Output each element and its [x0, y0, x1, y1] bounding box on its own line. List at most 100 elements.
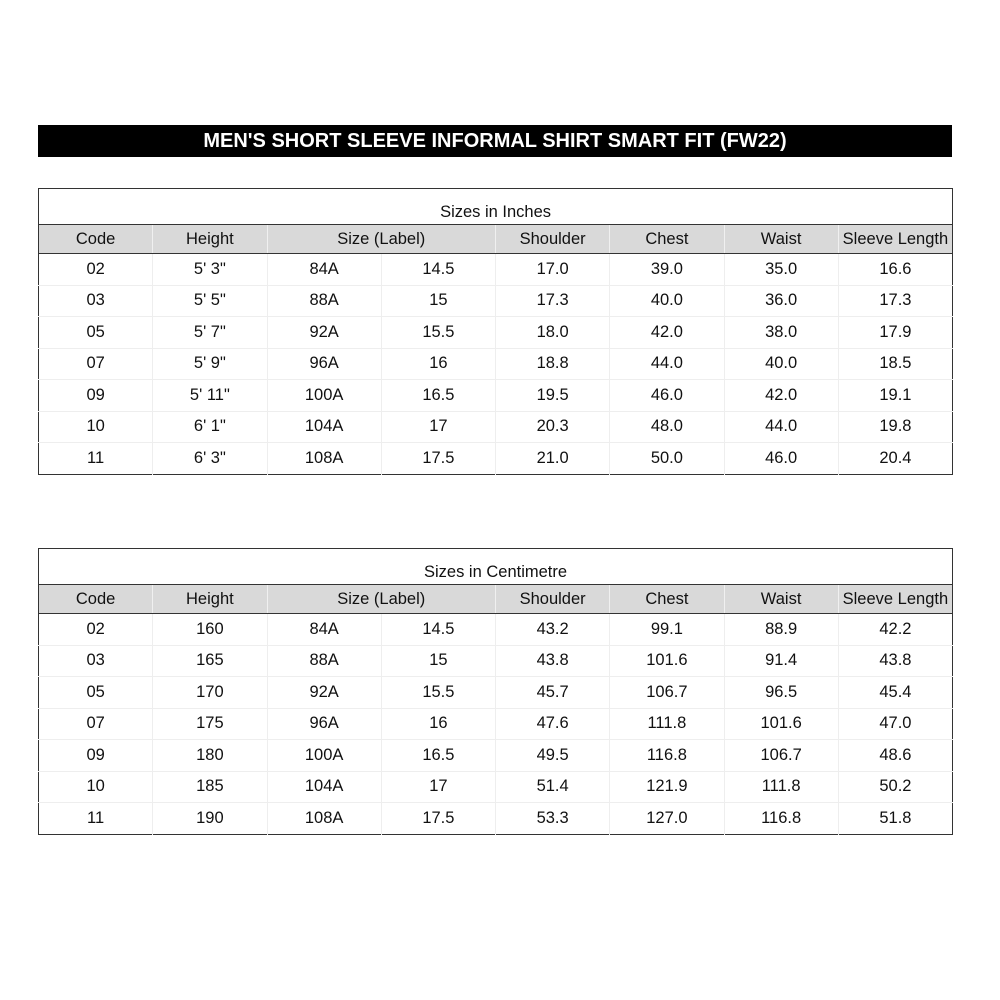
table-cell: 51.8 — [837, 802, 953, 834]
table-cell: 43.8 — [837, 645, 953, 677]
table-cell: 96A — [266, 348, 382, 380]
table-cell: 170 — [152, 676, 267, 709]
table-cell: 02 — [38, 253, 153, 286]
table-cell: 5' 7" — [152, 316, 267, 349]
table-cell: 47.6 — [494, 708, 610, 740]
table-cell: 190 — [152, 802, 267, 834]
table-cell: 17.5 — [380, 442, 496, 474]
table-cell: 46.0 — [609, 379, 724, 412]
table-cell: 121.9 — [609, 771, 724, 803]
column-header: Height — [152, 584, 267, 614]
table-row: 11 190 108A 17.5 53.3 127.0 116.8 51.8 — [39, 802, 953, 834]
table-cell: 48.0 — [609, 411, 724, 443]
table-cell: 84A — [266, 253, 382, 286]
table-row: 05 5' 7" 92A 15.5 18.0 42.0 38.0 17.9 — [38, 316, 953, 349]
table-cell: 19.5 — [494, 379, 610, 412]
table-cell: 100A — [266, 379, 382, 412]
table-row: 10 185 104A 17 51.4 121.9 111.8 50.2 — [38, 771, 953, 803]
table-caption: Sizes in Centimetre — [38, 548, 953, 585]
table-cell: 111.8 — [609, 708, 724, 740]
table-cell: 49.5 — [494, 739, 610, 772]
table-cell: 10 — [38, 771, 153, 803]
table-cell: 16 — [380, 708, 496, 740]
column-header: Shoulder — [494, 584, 610, 614]
table-cell: 35.0 — [723, 253, 839, 286]
table-row: 09 180 100A 16.5 49.5 116.8 106.7 48.6 — [38, 739, 953, 772]
table-cell: 45.7 — [494, 676, 610, 709]
table-cell: 17.3 — [494, 285, 610, 317]
column-header: Shoulder — [494, 224, 610, 254]
table-caption: Sizes in Inches — [38, 188, 953, 225]
table-cell: 10 — [38, 411, 153, 443]
table-cell: 14.5 — [380, 613, 496, 646]
table-row: 03 165 88A 15 43.8 101.6 91.4 43.8 — [38, 645, 953, 677]
table-cell: 03 — [38, 645, 153, 677]
table-cell: 101.6 — [723, 708, 839, 740]
table-cell: 96.5 — [723, 676, 839, 709]
table-cell: 39.0 — [609, 253, 724, 286]
table-cell: 92A — [266, 316, 382, 349]
table-cell: 43.2 — [494, 613, 610, 646]
table-cell: 11 — [87, 448, 105, 467]
table-cell: 16.5 — [380, 739, 496, 772]
table-cell: 42.2 — [837, 613, 953, 646]
table-row: 05 170 92A 15.5 45.7 106.7 96.5 45.4 — [38, 676, 953, 709]
table-cell: 111.8 — [723, 771, 839, 803]
table-cell: 17.3 — [837, 285, 953, 317]
table-row: 07 5' 9" 96A 16 18.8 44.0 40.0 18.5 — [38, 348, 953, 380]
table-cell: 6' 3" — [152, 442, 267, 474]
table-cell: 20.3 — [494, 411, 610, 443]
table-cell: 16 — [380, 348, 496, 380]
table-cell: 50.0 — [609, 442, 724, 474]
table-cell: 11 — [87, 808, 105, 827]
table-cell: 05 — [38, 316, 153, 349]
table-cell: 15 — [380, 285, 496, 317]
table-row: 10 6' 1" 104A 17 20.3 48.0 44.0 19.8 — [38, 411, 953, 443]
table-cell: 108A — [266, 802, 382, 834]
table-cell: 100A — [266, 739, 382, 772]
table-cell: 43.8 — [494, 645, 610, 677]
table-cell: 36.0 — [723, 285, 839, 317]
table-cell: 15.5 — [380, 676, 496, 709]
table-cell: 17.0 — [494, 253, 610, 286]
size-table-centimetre: Sizes in Centimetre Code Height Size (Label… — [38, 548, 954, 835]
table-cell: 84A — [266, 613, 382, 646]
table-cell: 42.0 — [723, 379, 839, 412]
table-cell: 21.0 — [494, 442, 610, 474]
table-cell: 18.5 — [837, 348, 953, 380]
table-cell: 180 — [152, 739, 267, 772]
table-cell: 18.0 — [494, 316, 610, 349]
table-cell: 38.0 — [723, 316, 839, 349]
table-cell: 46.0 — [723, 442, 839, 474]
size-table-inches: Sizes in Inches Code Height Size (Label) Sho… — [38, 188, 954, 475]
table-cell: 16.6 — [837, 253, 953, 286]
table-cell: 40.0 — [723, 348, 839, 380]
table-cell: 51.4 — [494, 771, 610, 803]
table-cell: 16.5 — [380, 379, 496, 412]
column-header: Chest — [609, 584, 724, 614]
table-cell: 17 — [380, 771, 496, 803]
column-header: Code — [38, 224, 153, 254]
page-title: MEN'S SHORT SLEEVE INFORMAL SHIRT SMART … — [38, 125, 952, 157]
column-header: Sleeve Length — [837, 584, 953, 614]
table-row: 02 5' 3" 84A 14.5 17.0 39.0 35.0 16.6 — [38, 253, 953, 286]
column-header: Sleeve Length — [837, 224, 953, 254]
column-header: Code — [38, 584, 153, 614]
table-cell: 5' 3" — [152, 253, 267, 286]
table-cell: 127.0 — [609, 802, 724, 834]
table-cell: 09 — [38, 739, 153, 772]
table-cell: 101.6 — [609, 645, 724, 677]
table-cell: 5' 5" — [152, 285, 267, 317]
table-cell: 40.0 — [609, 285, 724, 317]
table-cell: 160 — [152, 613, 267, 646]
table-cell: 47.0 — [837, 708, 953, 740]
table-cell: 53.3 — [494, 802, 610, 834]
table-cell: 99.1 — [609, 613, 724, 646]
table-cell: 18.8 — [494, 348, 610, 380]
table-row: 03 5' 5" 88A 15 17.3 40.0 36.0 17.3 — [38, 285, 953, 317]
table-cell: 108A — [266, 442, 382, 474]
table-cell: 42.0 — [609, 316, 724, 349]
column-header: Height — [152, 224, 267, 254]
table-cell: 5' 11" — [152, 379, 267, 412]
table-cell: 88A — [266, 285, 382, 317]
